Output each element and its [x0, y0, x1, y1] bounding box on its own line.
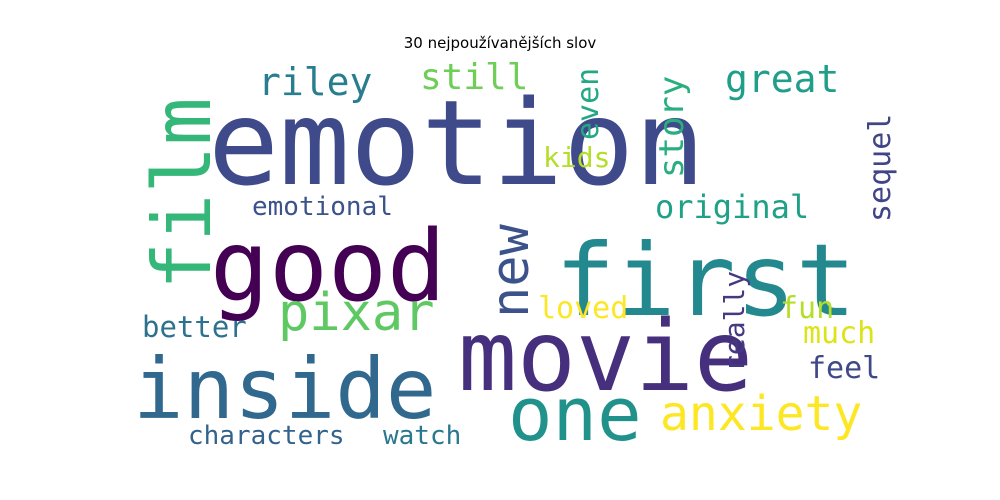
word-original: original: [655, 188, 809, 226]
word-one: one: [508, 372, 642, 458]
word-new: new: [481, 223, 541, 318]
word-emotional: emotional: [252, 192, 393, 222]
word-watch: watch: [383, 421, 461, 451]
word-fun: fun: [780, 291, 834, 326]
word-much: much: [803, 316, 875, 351]
word-even: even: [571, 68, 606, 140]
word-great: great: [725, 57, 839, 101]
word-characters: characters: [188, 421, 345, 451]
word-pixar: pixar: [278, 283, 435, 343]
word-good: good: [210, 210, 446, 324]
word-sequel: sequel: [863, 114, 898, 222]
word-first: first: [555, 222, 856, 339]
word-loved: loved: [538, 291, 628, 326]
word-really: really: [718, 271, 751, 372]
word-movie: movie: [458, 300, 753, 414]
word-kids: kids: [543, 141, 610, 174]
word-story: story: [652, 76, 692, 178]
word-feel: feel: [808, 351, 880, 386]
word-better: better: [142, 310, 247, 344]
chart-title: 30 nejpoužívanějších slov: [403, 34, 597, 52]
word-inside: inside: [133, 340, 436, 438]
word-film: film: [136, 97, 229, 290]
word-emotion: emotion: [208, 74, 705, 212]
word-riley: riley: [258, 60, 372, 104]
word-still: still: [420, 57, 528, 98]
word-anxiety: anxiety: [660, 386, 862, 442]
